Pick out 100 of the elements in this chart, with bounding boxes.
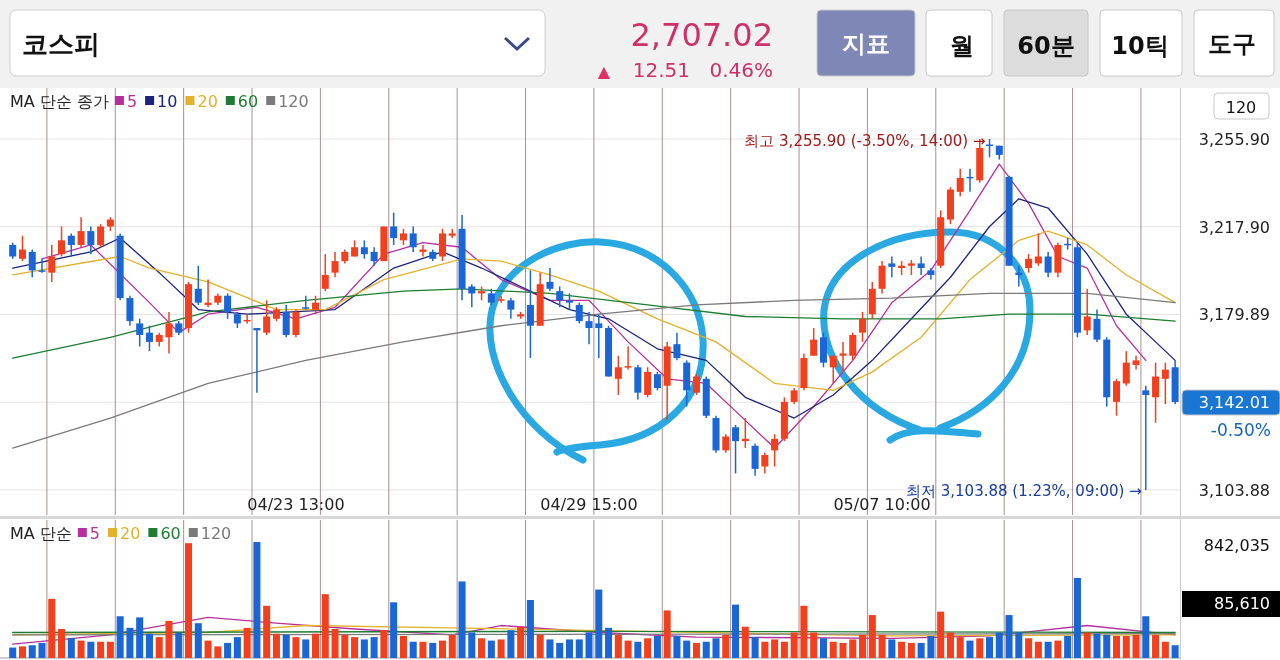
- bar: [77, 640, 85, 658]
- bar: [732, 604, 740, 658]
- bar: [67, 638, 75, 658]
- candlestick: [67, 232, 75, 258]
- text: 월: [950, 32, 974, 60]
- bar: [751, 637, 759, 658]
- text: 60분: [1017, 32, 1075, 60]
- bar: [878, 634, 886, 658]
- legend-label: 60: [237, 92, 259, 111]
- bar: [351, 637, 359, 658]
- bar: [976, 638, 984, 658]
- candlestick: [194, 264, 202, 306]
- bar: [1122, 635, 1130, 658]
- legend-label: 60: [160, 524, 181, 543]
- bar: [1132, 634, 1140, 658]
- candlestick: [126, 294, 134, 327]
- bar: [1025, 638, 1033, 658]
- candlestick: [1083, 288, 1091, 336]
- candlestick: [38, 258, 46, 274]
- candlestick: [673, 331, 681, 362]
- legend-label: 10: [157, 92, 178, 111]
- bar: [18, 646, 26, 658]
- bar: [390, 602, 398, 658]
- y-tick-label: 3,255.90: [1198, 130, 1270, 150]
- candlestick: [282, 304, 290, 339]
- bar: [722, 634, 730, 658]
- bar: [917, 642, 925, 658]
- bar: [595, 589, 603, 658]
- candlestick: [1142, 385, 1150, 491]
- bar: [1112, 635, 1121, 658]
- bar: [1093, 633, 1101, 658]
- y-tick-label: 3,103.88: [1198, 480, 1270, 500]
- bar: [634, 641, 642, 658]
- bar: [331, 629, 339, 658]
- text: -0.50%: [1210, 420, 1271, 440]
- candlestick: [409, 225, 417, 253]
- text: 10틱: [1111, 32, 1169, 60]
- bar: [370, 637, 378, 658]
- candlestick: [165, 311, 173, 355]
- candlestick: [888, 255, 896, 279]
- text: 지표: [842, 30, 890, 58]
- bar: [399, 635, 407, 658]
- bar: [1142, 616, 1150, 658]
- bar: [663, 610, 671, 658]
- bar: [1103, 634, 1111, 658]
- bar: [263, 605, 271, 658]
- bar: [458, 581, 466, 658]
- candlestick: [575, 301, 583, 325]
- candlestick: [321, 253, 329, 292]
- bar: [1034, 641, 1042, 658]
- candlestick: [859, 311, 867, 343]
- bar: [97, 641, 105, 658]
- bar: [849, 639, 857, 658]
- text: 120: [1225, 98, 1257, 117]
- bar: [829, 641, 837, 658]
- bar: [927, 635, 935, 658]
- candlestick: [370, 246, 378, 267]
- bar: [360, 639, 368, 658]
- bar: [185, 543, 193, 658]
- candlestick: [917, 255, 925, 276]
- bar: [302, 639, 310, 658]
- candlestick: [546, 267, 554, 292]
- bar: [966, 640, 974, 658]
- bar: [683, 640, 691, 658]
- bar: [468, 632, 476, 658]
- candlestick: [48, 244, 56, 283]
- bar: [790, 632, 798, 658]
- bar: [28, 645, 36, 658]
- bar: [429, 642, 437, 658]
- legend-title: MA 단순: [10, 524, 72, 543]
- bar: [438, 640, 447, 658]
- bar: [712, 638, 720, 658]
- bar: [253, 542, 261, 658]
- bar: [1152, 634, 1160, 658]
- legend-label: 5: [89, 524, 101, 543]
- bar: [614, 634, 622, 658]
- candlestick: [1152, 361, 1160, 424]
- bar: [321, 594, 329, 658]
- candlestick: [644, 366, 652, 399]
- bar: [58, 629, 66, 658]
- bar: [1073, 577, 1081, 658]
- candlestick: [810, 327, 818, 357]
- bar: [771, 639, 779, 658]
- bar: [780, 641, 788, 658]
- candlestick: [1044, 251, 1052, 279]
- line-series: [12, 198, 1176, 419]
- bar: [380, 630, 388, 658]
- candlestick: [761, 451, 769, 475]
- x-tick-label: 04/29 15:00: [540, 495, 638, 514]
- bar: [517, 626, 525, 658]
- candlestick: [526, 269, 534, 359]
- candlestick: [829, 354, 837, 385]
- bar: [1054, 640, 1062, 658]
- bar: [419, 641, 427, 658]
- bar: [1083, 632, 1091, 658]
- bar: [194, 623, 202, 658]
- bar: [155, 637, 163, 658]
- bar: [1171, 645, 1179, 658]
- candlestick: [468, 283, 476, 309]
- bar: [165, 620, 173, 658]
